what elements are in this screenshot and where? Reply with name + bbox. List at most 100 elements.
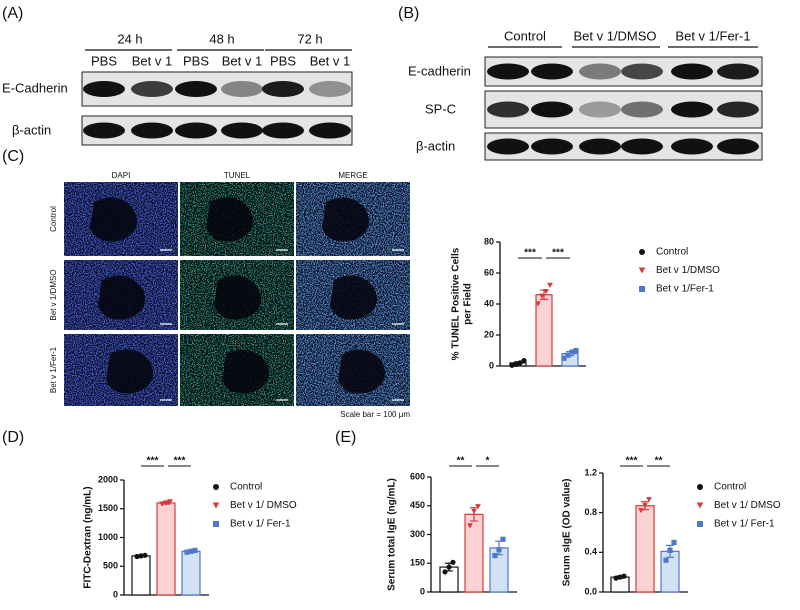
legend-marker bbox=[213, 521, 219, 527]
scale-note: Scale bar = 100 μm bbox=[340, 410, 410, 419]
data-point bbox=[642, 503, 648, 509]
legend-label: Bet v 1/DMSO bbox=[656, 265, 720, 276]
blot-band bbox=[221, 81, 263, 97]
data-point bbox=[509, 362, 515, 368]
legend-label: Bet v 1/Fer-1 bbox=[656, 284, 714, 295]
timepoint-label: 24 h bbox=[117, 31, 142, 46]
blot-row-label: SP-C bbox=[425, 101, 456, 116]
y-tick-label: 600 bbox=[410, 471, 425, 481]
airway-lumen bbox=[214, 275, 262, 320]
data-point bbox=[646, 497, 652, 503]
blot-band bbox=[671, 101, 713, 118]
blot-band bbox=[262, 122, 304, 139]
bar bbox=[635, 505, 655, 593]
data-point bbox=[471, 508, 477, 515]
data-point bbox=[467, 523, 473, 529]
blot-band bbox=[487, 101, 529, 118]
legend-label: Bet v 1/ Fer-1 bbox=[714, 519, 775, 530]
legend-marker bbox=[212, 502, 220, 509]
bar bbox=[131, 555, 151, 596]
blot-band bbox=[175, 81, 217, 97]
significance-label: *** bbox=[147, 456, 159, 467]
blot-band bbox=[671, 63, 713, 80]
data-point bbox=[188, 548, 194, 554]
airway-lumen bbox=[106, 349, 154, 394]
y-axis-label: % TUNEL Positive Cells bbox=[451, 247, 462, 360]
data-point bbox=[450, 559, 456, 565]
data-point bbox=[539, 293, 545, 299]
data-point bbox=[638, 508, 644, 514]
legend-marker bbox=[639, 286, 645, 292]
significance-label: ** bbox=[655, 456, 663, 467]
blot-band bbox=[83, 81, 125, 97]
data-point bbox=[521, 357, 527, 364]
data-point bbox=[163, 500, 169, 506]
data-point bbox=[573, 347, 579, 354]
blot-row-label: E-cadherin bbox=[408, 63, 471, 78]
significance-label: *** bbox=[524, 248, 536, 259]
y-axis-label: per Field bbox=[463, 283, 474, 325]
timepoint-label: 72 h bbox=[297, 31, 322, 46]
blot-band bbox=[131, 122, 173, 139]
group-label: Bet v 1/Fer-1 bbox=[675, 28, 750, 43]
blot-row-label: β-actin bbox=[416, 138, 455, 153]
data-point bbox=[138, 553, 144, 559]
airway-lumen bbox=[206, 197, 254, 242]
y-tick-label: 450 bbox=[410, 500, 425, 510]
data-point bbox=[617, 574, 623, 580]
panel-label: (C) bbox=[2, 148, 24, 165]
image-column-label: TUNEL bbox=[224, 171, 251, 180]
y-axis-label: FITC-Dextran (ng/mL) bbox=[83, 486, 94, 588]
blot-band bbox=[717, 101, 759, 118]
data-point bbox=[547, 282, 553, 288]
y-tick-label: 1.2 bbox=[584, 467, 597, 477]
image-row-label: Bet v 1/DMSO bbox=[49, 269, 58, 320]
data-point bbox=[613, 575, 619, 581]
significance-label: *** bbox=[552, 248, 564, 259]
legend-marker bbox=[638, 267, 646, 274]
panel-label: (A) bbox=[2, 5, 23, 22]
blot-band bbox=[531, 63, 573, 80]
legend-label: Control bbox=[656, 247, 688, 258]
legend-marker bbox=[697, 521, 703, 527]
legend-label: Control bbox=[714, 482, 746, 493]
y-tick-label: 0.8 bbox=[584, 507, 597, 517]
image-column-label: DAPI bbox=[112, 171, 131, 180]
data-point bbox=[159, 501, 165, 507]
blot-band bbox=[671, 138, 713, 155]
data-point bbox=[513, 361, 519, 368]
y-tick-label: 0 bbox=[489, 360, 494, 370]
data-point bbox=[621, 573, 627, 579]
lane-label: PBS bbox=[270, 53, 296, 68]
data-point bbox=[663, 557, 669, 563]
image-row-label: Control bbox=[49, 206, 58, 232]
data-point bbox=[184, 549, 190, 555]
blot-band bbox=[531, 138, 573, 155]
data-point bbox=[517, 360, 523, 366]
blot-band bbox=[531, 101, 573, 118]
data-point bbox=[142, 552, 148, 558]
airway-lumen bbox=[338, 349, 386, 394]
bar bbox=[156, 502, 176, 596]
blot-row-label: β-actin bbox=[12, 122, 51, 137]
timepoint-label: 48 h bbox=[209, 31, 234, 46]
blot-band bbox=[131, 81, 173, 97]
group-label: Control bbox=[504, 28, 546, 43]
significance-label: *** bbox=[626, 456, 638, 467]
y-axis-label: Serum total IgE (ng/mL) bbox=[387, 478, 398, 591]
y-axis-label: Serum sIgE (OD value) bbox=[562, 479, 573, 587]
blot-band bbox=[83, 122, 125, 139]
data-point bbox=[134, 553, 140, 560]
blot-band bbox=[175, 122, 217, 139]
y-tick-label: 60 bbox=[484, 267, 494, 277]
lane-label: PBS bbox=[91, 53, 117, 68]
blot-band bbox=[309, 122, 351, 139]
airway-lumen bbox=[222, 349, 270, 394]
y-tick-label: 500 bbox=[103, 561, 118, 571]
airway-lumen bbox=[330, 275, 378, 320]
data-point bbox=[569, 349, 575, 355]
legend-label: Bet v 1/ DMSO bbox=[714, 500, 781, 511]
significance-label: * bbox=[486, 456, 490, 467]
legend-label: Bet v 1/ Fer-1 bbox=[230, 519, 291, 530]
